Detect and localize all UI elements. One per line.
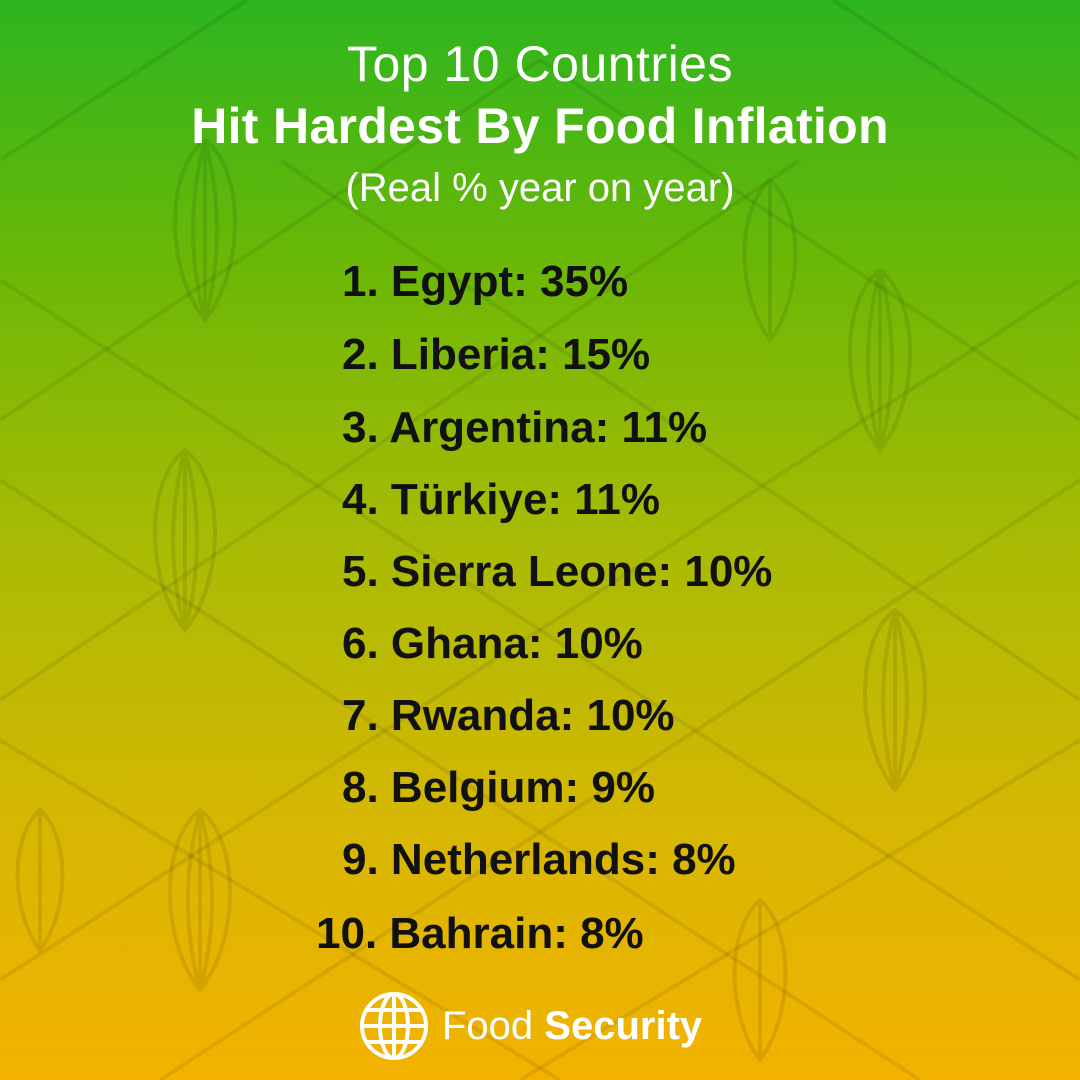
brand-name-light: Food	[442, 1004, 534, 1048]
list-item: 9. Netherlands: 8%	[342, 835, 736, 884]
title-line-1: Top 10 Countries	[346, 36, 733, 92]
brand-footer: Food Security	[358, 990, 702, 1062]
list-item: 2. Liberia: 15%	[342, 330, 651, 379]
list-item: 10. Bahrain: 8%	[316, 909, 644, 958]
subtitle: (Real % year on year)	[345, 166, 735, 210]
list-item: 6. Ghana: 10%	[342, 619, 643, 668]
list-item: 7. Rwanda: 10%	[342, 691, 675, 740]
list-item: 8. Belgium: 9%	[342, 763, 655, 812]
header: Top 10 Countries Hit Hardest By Food Inf…	[0, 34, 1080, 216]
list-item: 1. Egypt: 35%	[342, 257, 629, 306]
list-item: 3. Argentina: 11%	[342, 403, 708, 452]
list-item: 5. Sierra Leone: 10%	[342, 547, 773, 596]
list-item: 4. Türkiye: 11%	[342, 475, 660, 524]
brand-name: Food Security	[442, 990, 702, 1062]
brand-name-bold: Security	[544, 1004, 703, 1048]
title-line-2: Hit Hardest By Food Inflation	[191, 98, 889, 154]
globe-icon	[360, 992, 428, 1060]
